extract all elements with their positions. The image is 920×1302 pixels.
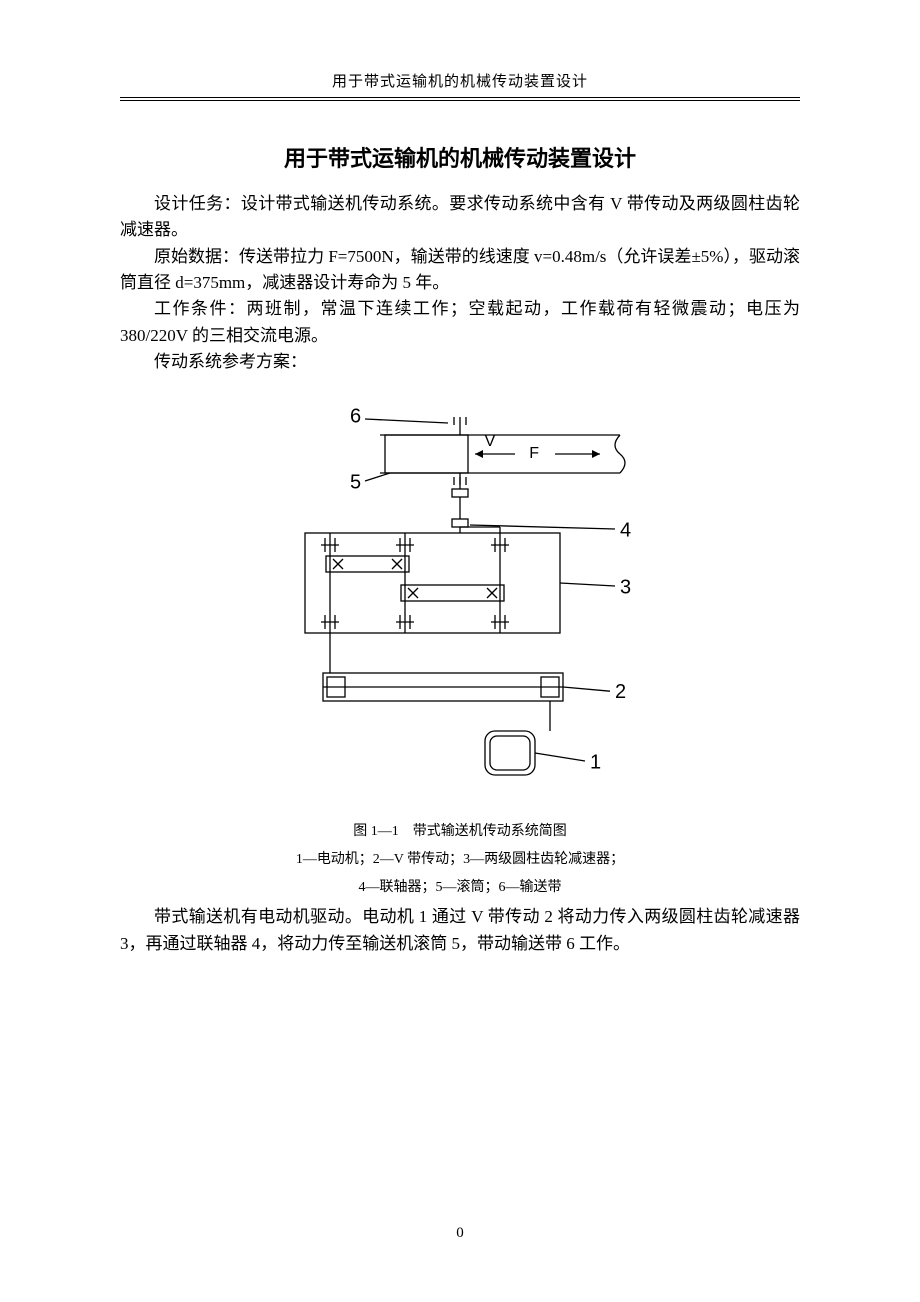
svg-text:V: V [485, 434, 496, 451]
svg-text:6: 6 [350, 406, 361, 428]
header-rule-thick [120, 97, 800, 98]
figure-caption-3: 4—联轴器；5—滚筒；6—输送带 [120, 877, 800, 899]
page: 用于带式运输机的机械传动装置设计 用于带式运输机的机械传动装置设计 设计任务：设… [0, 0, 920, 1302]
paragraph-data: 原始数据：传送带拉力 F=7500N，输送带的线速度 v=0.48m/s（允许误… [120, 244, 800, 297]
svg-text:5: 5 [350, 472, 361, 494]
paragraph-scheme: 传动系统参考方案： [120, 349, 800, 375]
figure: V F 6 5 4 3 2 1 [120, 393, 800, 813]
paragraph-closing: 带式输送机有电动机驱动。电动机 1 通过 V 带传动 2 将动力传入两级圆柱齿轮… [120, 904, 800, 957]
svg-text:2: 2 [615, 681, 626, 703]
svg-text:4: 4 [620, 520, 631, 542]
svg-text:F: F [529, 446, 539, 463]
header-rule-thin [120, 100, 800, 101]
figure-caption-1: 图 1—1 带式输送机传动系统简图 [120, 821, 800, 843]
svg-text:1: 1 [590, 752, 601, 774]
figure-caption-2: 1—电动机；2—V 带传动；3—两级圆柱齿轮减速器； [120, 849, 800, 871]
document-title: 用于带式运输机的机械传动装置设计 [120, 141, 800, 173]
running-header: 用于带式运输机的机械传动装置设计 [120, 70, 800, 91]
page-number: 0 [0, 1225, 920, 1242]
transmission-diagram: V F 6 5 4 3 2 1 [250, 393, 670, 813]
paragraph-task: 设计任务：设计带式输送机传动系统。要求传动系统中含有 V 带传动及两级圆柱齿轮减… [120, 191, 800, 244]
svg-text:3: 3 [620, 577, 631, 599]
paragraph-conditions: 工作条件：两班制，常温下连续工作；空载起动，工作载荷有轻微震动；电压为 380/… [120, 296, 800, 349]
